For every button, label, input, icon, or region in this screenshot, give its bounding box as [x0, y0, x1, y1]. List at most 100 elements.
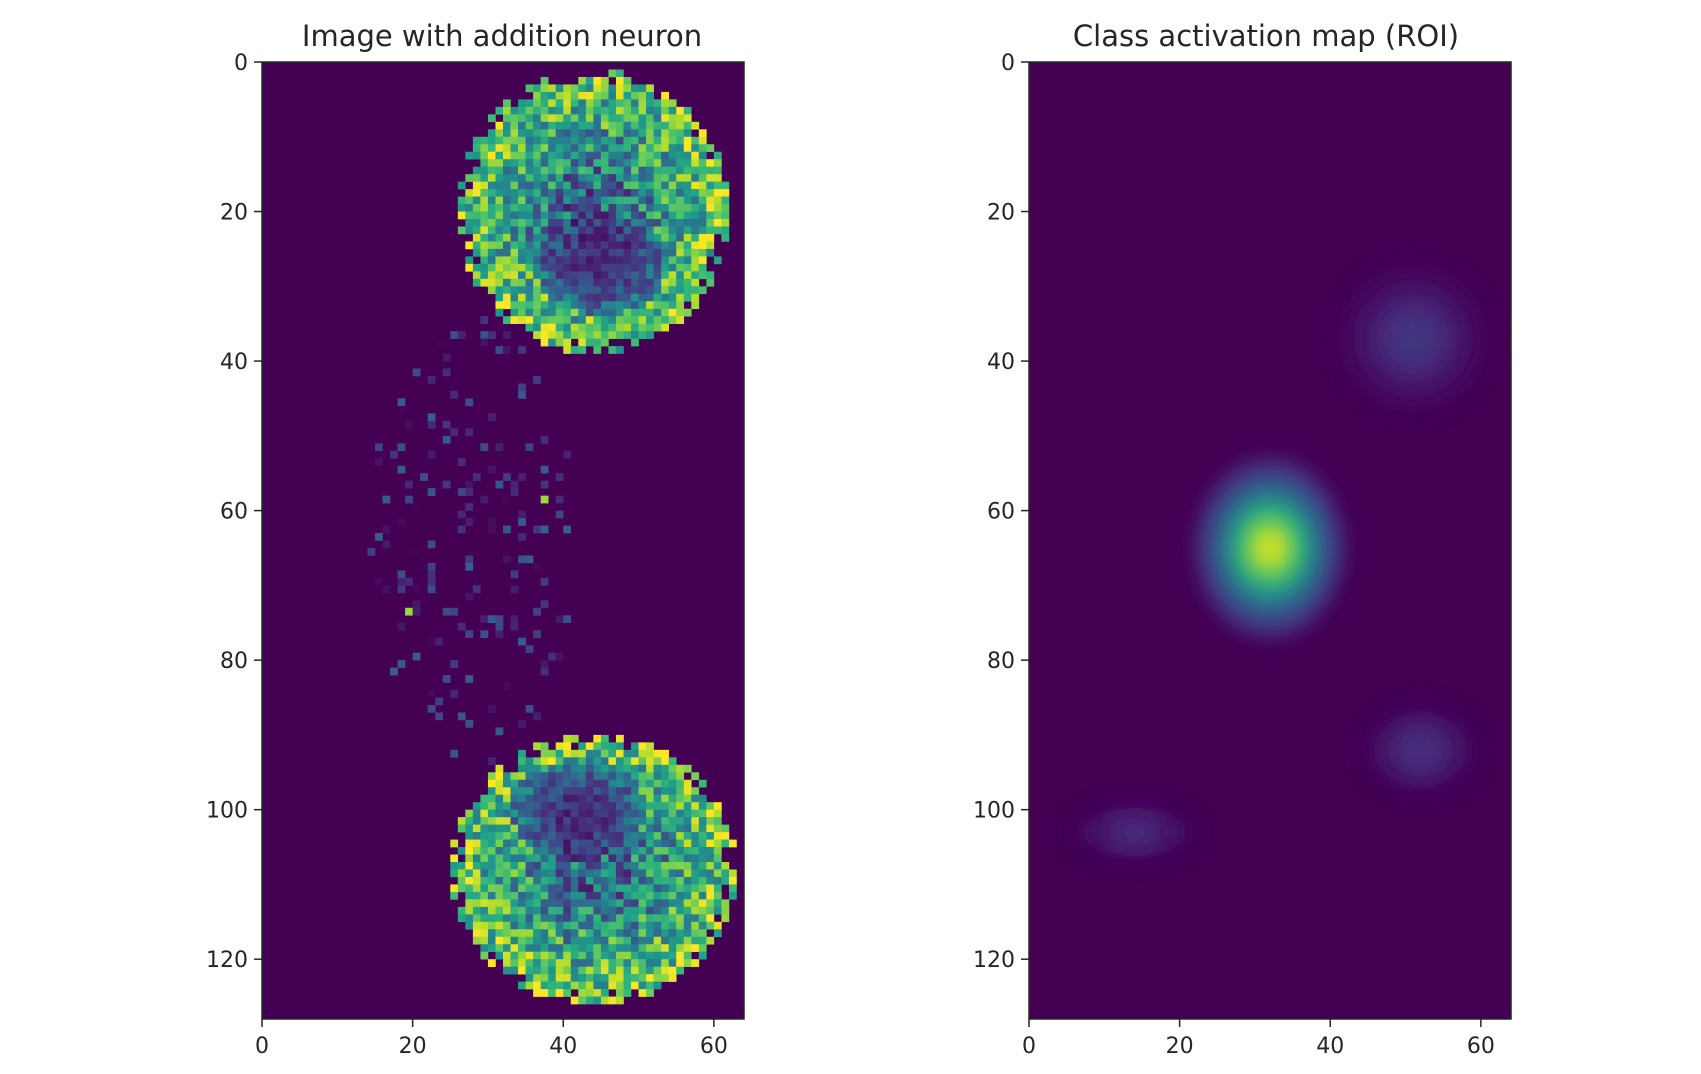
heatmap-cell [563, 121, 572, 130]
heatmap-cell [480, 159, 489, 167]
heatmap-cell [525, 951, 534, 960]
heatmap-cell [608, 891, 617, 900]
heatmap-cell [661, 817, 669, 825]
heatmap-cell [540, 286, 549, 295]
heatmap-cell [510, 854, 519, 863]
heatmap-cell [593, 91, 602, 100]
heatmap-cell [668, 809, 677, 818]
heatmap-cell [668, 974, 677, 982]
heatmap-cell [518, 891, 526, 900]
heatmap-cell [623, 891, 632, 900]
heatmap-cell [548, 316, 557, 324]
heatmap-cell [578, 219, 587, 227]
heatmap-cell [487, 876, 496, 885]
heatmap-cell [533, 764, 541, 773]
heatmap-cell [540, 204, 549, 212]
heatmap-cell [510, 622, 519, 631]
heatmap-cell [683, 159, 692, 167]
heatmap-cell [533, 301, 541, 310]
heatmap-cell [487, 936, 496, 945]
heatmap-cell [646, 854, 654, 863]
x-tick-label: 20 [399, 1034, 427, 1059]
heatmap-cell [510, 174, 519, 182]
heatmap-cell [503, 959, 511, 967]
heatmap-cell [615, 263, 624, 272]
heatmap-cell [638, 331, 647, 339]
heatmap-cell [585, 76, 594, 85]
heatmap-cell [472, 936, 481, 945]
heatmap-cell [638, 951, 647, 960]
heatmap-cell [638, 308, 647, 317]
heatmap-cell [540, 974, 549, 982]
heatmap-cell [585, 757, 594, 766]
heatmap-cell [608, 944, 617, 953]
heatmap-cell [487, 174, 496, 182]
heatmap-cell [555, 824, 564, 833]
heatmap-cell [585, 136, 594, 145]
heatmap-cell [533, 989, 541, 997]
heatmap-cell [570, 136, 579, 145]
heatmap-cell [533, 832, 541, 840]
heatmap-cell [691, 286, 700, 295]
heatmap-cell [563, 742, 572, 751]
heatmap-cell [585, 166, 594, 175]
heatmap-cell [600, 181, 609, 190]
heatmap-cell [465, 899, 474, 908]
heatmap-cell [548, 772, 557, 781]
heatmap-cell [518, 151, 526, 160]
heatmap-cell [668, 211, 677, 220]
heatmap-cell [600, 794, 609, 803]
heatmap-cell [555, 226, 564, 235]
heatmap-cell [412, 652, 421, 661]
heatmap-cell [608, 876, 617, 885]
heatmap-cell [525, 211, 534, 220]
heatmap-cell [367, 547, 376, 556]
heatmap-cell [578, 906, 587, 915]
heatmap-cell [578, 891, 587, 900]
heatmap-cell [646, 263, 654, 272]
heatmap-cell [487, 465, 496, 474]
heatmap-cell [600, 233, 609, 242]
heatmap-cell [661, 181, 669, 190]
heatmap-cell [495, 233, 504, 242]
heatmap-cell [600, 839, 609, 848]
heatmap-cell [593, 204, 602, 212]
heatmap-cell [480, 338, 489, 347]
heatmap-cell [450, 660, 459, 668]
heatmap-cell [457, 906, 466, 915]
heatmap-cell [518, 779, 526, 788]
heatmap-cell [518, 772, 526, 781]
heatmap-cell [540, 465, 549, 474]
heatmap-cell [585, 286, 594, 295]
heatmap-cell [472, 809, 481, 818]
heatmap-cell [615, 884, 624, 893]
heatmap-cell [487, 219, 496, 227]
heatmap-cell [706, 241, 715, 250]
heatmap-cell [661, 114, 669, 123]
heatmap-cell [555, 832, 564, 840]
heatmap-cell [495, 174, 504, 182]
heatmap-cell [457, 196, 466, 205]
heatmap-cell [661, 802, 669, 810]
heatmap-cell [518, 211, 526, 220]
heatmap-cell [698, 263, 707, 272]
heatmap-cell [683, 189, 692, 197]
heatmap-cell [510, 832, 519, 840]
heatmap-cell [563, 772, 572, 781]
heatmap-cell [533, 136, 541, 145]
heatmap-cell [555, 106, 564, 115]
heatmap-cell [480, 832, 489, 840]
heatmap-cell [698, 144, 707, 153]
heatmap-cell [683, 921, 692, 930]
heatmap-cell [661, 794, 669, 803]
heatmap-cell [600, 817, 609, 825]
heatmap-cell [450, 331, 459, 339]
heatmap-cell [653, 271, 662, 280]
heatmap-cell [427, 376, 436, 384]
heatmap-cell [525, 181, 534, 190]
heatmap-cell [480, 219, 489, 227]
heatmap-cell [563, 966, 572, 975]
heatmap-cell [563, 114, 572, 123]
heatmap-cell [480, 331, 489, 339]
heatmap-cell [555, 91, 564, 100]
